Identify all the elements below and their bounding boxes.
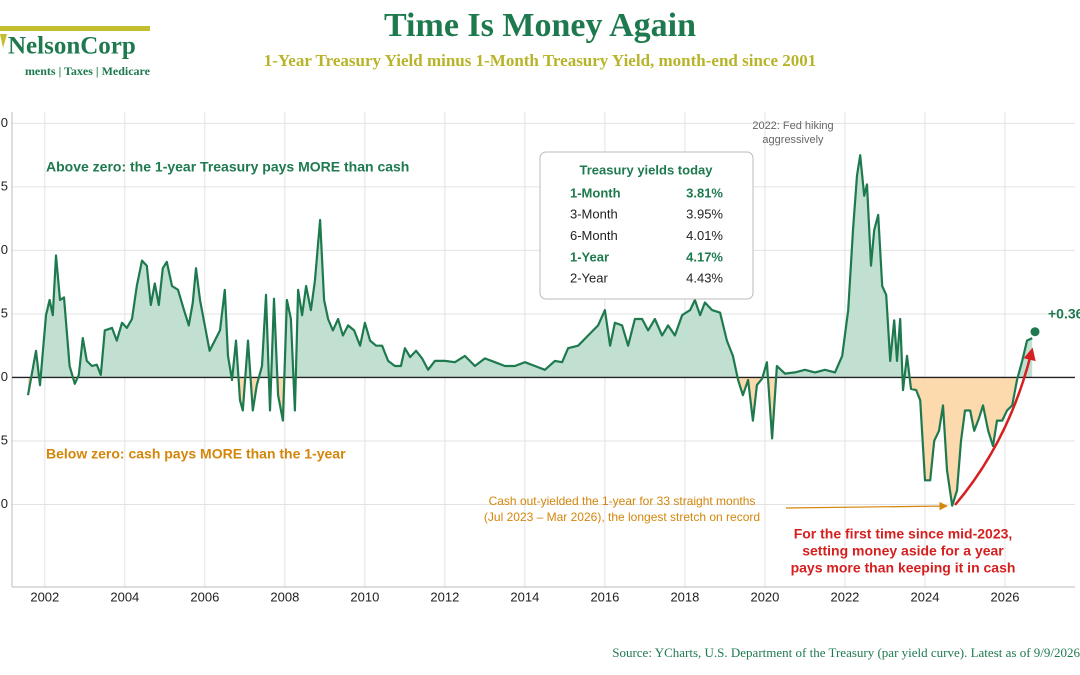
x-tick-label: 2004 — [110, 589, 139, 604]
logo-tagline: ments | Taxes | Medicare — [25, 64, 151, 78]
fed-note: 2022: Fed hiking — [752, 120, 833, 132]
streak-note: Cash out-yielded the 1-year for 33 strai… — [489, 494, 756, 508]
x-tick-label: 2006 — [190, 589, 219, 604]
fed-note: aggressively — [762, 134, 824, 146]
annotations: 2022: Fed hiking aggressively Above zero… — [46, 120, 1036, 576]
yield-term: 1-Month — [570, 185, 621, 200]
x-tick-label: 2026 — [991, 589, 1020, 604]
logo-name: NelsonCorp — [8, 33, 136, 60]
area-above — [28, 155, 1033, 378]
yield-value: 4.43% — [686, 271, 723, 286]
x-tick-label: 2012 — [430, 589, 459, 604]
x-tick-label: 2010 — [350, 589, 379, 604]
yield-box: Treasury yields today 1-Month 3.81% 3-Mont… — [539, 151, 754, 300]
first-note: setting money aside for a year — [802, 543, 1004, 559]
latest-label: +0.36 — [1048, 305, 1080, 321]
yield-value: 3.81% — [686, 185, 723, 200]
line — [26, 154, 1033, 507]
x-tick-label: 2018 — [670, 589, 699, 604]
x-tick-label: 2020 — [750, 589, 779, 604]
streak-note: (Jul 2023 – Mar 2026), the longest stret… — [484, 510, 760, 524]
y-tick-label: 0.0 — [0, 369, 8, 384]
plot: +0.36 — [12, 154, 1080, 507]
yield-value: 4.17% — [686, 249, 723, 264]
x-tick-label: 2014 — [510, 589, 539, 604]
above-note: Above zero: the 1-year Treasury pays MOR… — [46, 159, 409, 175]
x-tick-label: 2016 — [590, 589, 619, 604]
chart-subtitle: 1-Year Treasury Yield minus 1-Month Trea… — [264, 51, 817, 70]
yield-term: 6-Month — [570, 228, 618, 243]
y-tick-label: 1.5 — [0, 178, 8, 193]
y-tick-label: -0.5 — [0, 432, 8, 447]
latest-point — [1030, 327, 1040, 337]
yield-box-title: Treasury yields today — [580, 162, 714, 177]
source: Source: YCharts, U.S. Department of the … — [612, 645, 1080, 660]
yield-value: 4.01% — [686, 228, 723, 243]
logo-mark — [0, 34, 7, 48]
logo-bar — [0, 26, 150, 31]
x-tick-label: 2008 — [270, 589, 299, 604]
yield-value: 3.95% — [686, 207, 723, 222]
x-tick-label: 2024 — [911, 589, 940, 604]
streak-arrow — [785, 501, 948, 511]
first-note: For the first time since mid-2023, — [794, 526, 1013, 542]
first-arrow — [954, 347, 1036, 506]
below-note: Below zero: cash pays MORE than the 1-ye… — [46, 446, 346, 462]
first-note: pays more than keeping it in cash — [791, 560, 1016, 576]
x-tick-label: 2002 — [30, 589, 59, 604]
chart-title: Time Is Money Again — [384, 7, 696, 44]
y-tick-label: 1.0 — [0, 242, 8, 257]
yield-box-frame — [539, 151, 754, 300]
y-tick-label: -1.0 — [0, 496, 8, 511]
yield-term: 2-Year — [570, 271, 608, 286]
yield-term: 1-Year — [570, 249, 609, 264]
y-tick-label: 0.5 — [0, 305, 8, 320]
yield-term: 3-Month — [570, 207, 618, 222]
y-tick-label: 2.0 — [0, 115, 8, 130]
x-tick-label: 2022 — [830, 589, 859, 604]
